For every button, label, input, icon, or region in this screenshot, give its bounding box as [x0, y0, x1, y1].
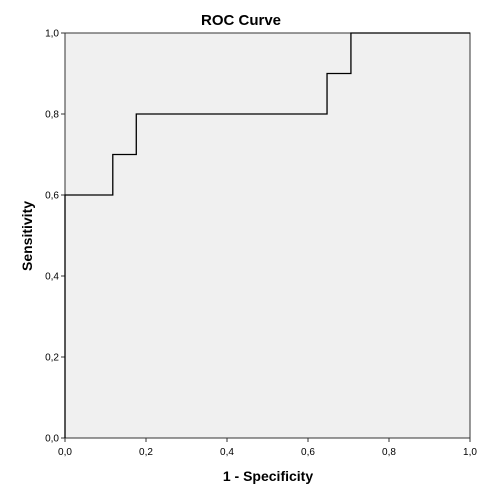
roc-curve-line — [64, 32, 470, 438]
series-group — [64, 32, 470, 438]
x-axis-title: 1 - Specificity — [223, 468, 313, 484]
y-tick-label: 1,0 — [45, 29, 59, 40]
y-tick-label: 0,4 — [45, 272, 59, 283]
y-tick-label: 0,2 — [45, 353, 59, 364]
x-tick-label: 0,4 — [220, 447, 234, 458]
chart-title: ROC Curve — [201, 12, 281, 29]
x-tick-label: 1,0 — [463, 447, 477, 458]
x-tick-label: 0,8 — [382, 447, 396, 458]
x-tick-label: 0,2 — [139, 447, 153, 458]
plot-area — [64, 32, 471, 439]
y-tick-label: 0,8 — [45, 110, 59, 121]
y-axis-title: Sensitivity — [19, 201, 35, 271]
y-tick-label: 0,0 — [45, 434, 59, 445]
tick-marks-group: 0,0 0,2 0,4 0,6 0,8 1,0 0,0 0,2 0,4 0,6 0,8 1,0 — [45, 29, 477, 459]
y-tick-label: 0,6 — [45, 191, 59, 202]
x-tick-label: 0,6 — [301, 447, 315, 458]
x-tick-label: 0,0 — [58, 447, 72, 458]
